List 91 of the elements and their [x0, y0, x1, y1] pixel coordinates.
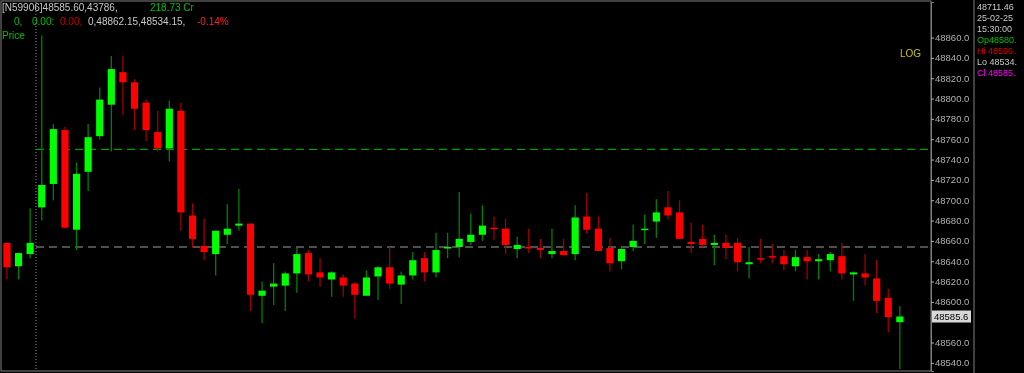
- y-tick-label: 48780.0: [935, 113, 970, 125]
- candlestick: [270, 262, 278, 306]
- candlestick: [188, 202, 197, 249]
- candlestick: [501, 217, 510, 255]
- y-tick-label: 48640.0: [935, 255, 970, 267]
- candlestick: [432, 232, 440, 279]
- candlestick: [536, 238, 544, 259]
- y-tick-label: 48820.0: [935, 72, 970, 84]
- candlestick: [768, 243, 776, 264]
- text: Lo 48534.: [977, 57, 1018, 67]
- text: 25-02-25: [977, 13, 1014, 23]
- candlestick: [26, 207, 34, 259]
- y-tick-label: 48620.0: [935, 276, 970, 288]
- candlestick: [617, 247, 626, 270]
- annotation: 0.00,: [60, 16, 83, 27]
- candlestick: [791, 249, 800, 273]
- candlestick: [478, 204, 486, 242]
- candlestick: [328, 270, 336, 298]
- candlestick: [258, 280, 266, 324]
- annotation: Price: [2, 30, 26, 41]
- y-tick-label: 48700.0: [935, 194, 970, 206]
- text: Cl 48585.: [977, 68, 1016, 78]
- candlestick: [629, 223, 637, 252]
- text: 15:30:00: [977, 24, 1013, 34]
- candlestick: [154, 110, 162, 153]
- y-tick-label: 48740.0: [935, 154, 970, 166]
- candlestick: [652, 198, 660, 239]
- candlestick: [397, 270, 405, 305]
- candlestick: [316, 257, 324, 288]
- candlestick: [235, 188, 243, 232]
- text: 48585.6: [934, 311, 969, 323]
- annotation: [N59906]48585.60,43786,: [2, 2, 118, 13]
- candlestick: [467, 212, 475, 246]
- candlestick: [455, 191, 463, 258]
- candlestick: [687, 221, 695, 254]
- y-tick-label: 48660.0: [935, 235, 970, 247]
- candlestick: [351, 281, 359, 319]
- y-tick-label: 48600.0: [935, 296, 970, 308]
- candlestick: [733, 237, 742, 273]
- candlestick: [884, 288, 892, 334]
- candlestick: [722, 234, 730, 260]
- candlestick: [664, 190, 672, 221]
- text: 48711.46: [977, 2, 1014, 12]
- candlestick: [745, 246, 753, 280]
- candlestick: [293, 247, 301, 294]
- y-tick-label: 48840.0: [935, 52, 970, 64]
- annotation: 0,48862.15,48534.15,: [88, 16, 186, 27]
- candlestick: [38, 34, 46, 222]
- y-tick-label: 48540.0: [935, 357, 970, 369]
- candlestick: [861, 253, 869, 287]
- y-tick-label: 48860.0: [935, 32, 970, 44]
- candlestick: [223, 203, 231, 245]
- candlestick: [873, 259, 881, 314]
- candlestick: [14, 252, 23, 281]
- candlestick: [803, 249, 811, 281]
- candlestick: [583, 192, 591, 235]
- candlestick: [606, 237, 614, 273]
- candlestick: [386, 246, 394, 290]
- candlestick: [374, 265, 382, 301]
- candlestick: [548, 228, 556, 259]
- candlestick: [304, 249, 313, 283]
- y-tick-label: 48760.0: [935, 133, 970, 145]
- annotation: -0.14%: [197, 16, 229, 27]
- candlestick: [420, 251, 429, 283]
- annotation: LOG: [900, 48, 922, 59]
- candlestick: [780, 249, 788, 272]
- annotation: 218.73 Cr: [150, 2, 195, 13]
- candlestick: [281, 270, 289, 312]
- candlestick: [409, 251, 417, 281]
- candlestick: [838, 242, 846, 281]
- annotation: 0.00:: [32, 16, 55, 27]
- candlestick: [699, 223, 707, 248]
- y-tick-label: 48720.0: [935, 174, 970, 186]
- candlestick: [212, 230, 220, 277]
- y-tick-label: 48800.0: [935, 93, 970, 105]
- text: Op48580.: [977, 35, 1017, 45]
- candlestick: [757, 238, 765, 264]
- candlestick: [119, 55, 127, 116]
- candlestick: [849, 270, 858, 302]
- candlestick: [513, 236, 521, 259]
- candlestick: [362, 269, 371, 297]
- y-tick-label: 48680.0: [935, 215, 970, 227]
- candlestick: [710, 234, 718, 266]
- y-tick-label: 48560.0: [935, 337, 970, 349]
- annotation: 0,: [14, 16, 23, 27]
- candlestick: [594, 215, 602, 252]
- candlestick: [815, 253, 823, 281]
- text: Hi 48596.: [977, 46, 1016, 56]
- candlestick: [339, 273, 347, 298]
- candlestick: [826, 251, 834, 273]
- candlestick: [200, 217, 208, 261]
